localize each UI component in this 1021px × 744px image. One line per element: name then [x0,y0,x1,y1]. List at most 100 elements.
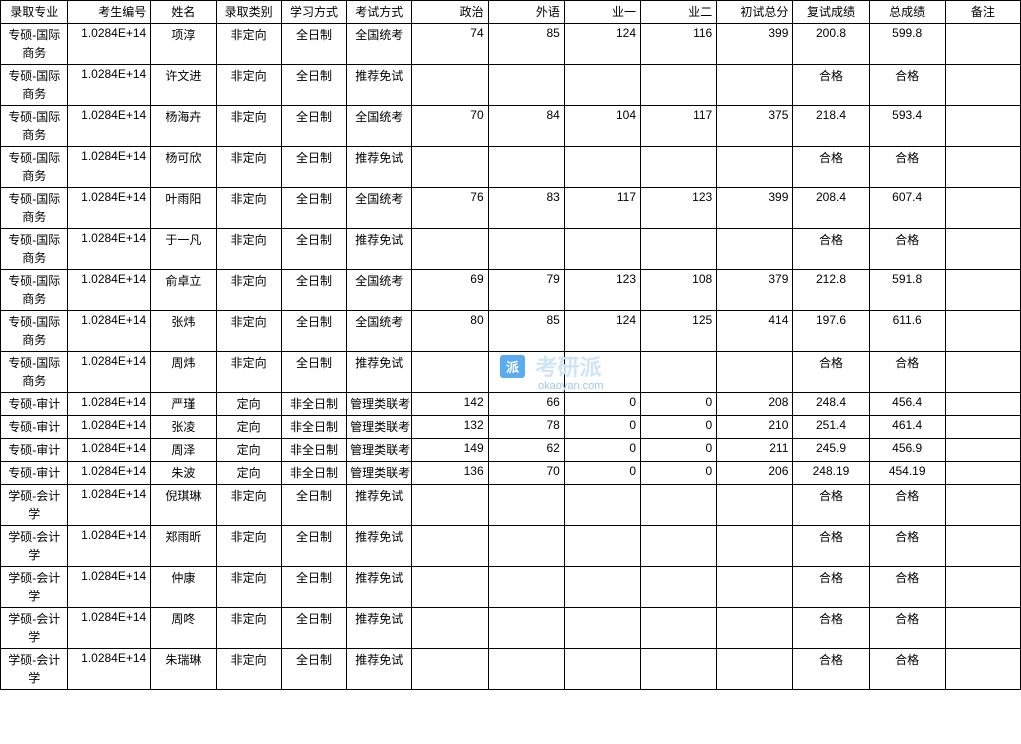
cell-cs [717,608,793,649]
cell-major: 学硕-会计学 [1,485,68,526]
cell-y1 [564,147,640,188]
cell-y2: 116 [641,24,717,65]
cell-wy: 83 [488,188,564,229]
col-header-name: 姓名 [151,1,216,24]
cell-y2 [641,526,717,567]
cell-y1 [564,526,640,567]
cell-bz [945,147,1020,188]
cell-fs: 合格 [793,485,869,526]
cell-y2: 0 [641,416,717,439]
cell-zz: 74 [412,24,488,65]
cell-exam: 管理类联考 [347,393,412,416]
cell-y2 [641,649,717,690]
cell-mode: 全日制 [281,311,346,352]
cell-id: 1.0284E+14 [68,462,151,485]
cell-zz: 76 [412,188,488,229]
cell-zc: 611.6 [869,311,945,352]
cell-name: 张凌 [151,416,216,439]
cell-id: 1.0284E+14 [68,567,151,608]
cell-id: 1.0284E+14 [68,439,151,462]
cell-id: 1.0284E+14 [68,526,151,567]
cell-zc: 合格 [869,567,945,608]
cell-mode: 非全日制 [281,393,346,416]
cell-name: 俞卓立 [151,270,216,311]
cell-cs [717,526,793,567]
cell-type: 非定向 [216,608,281,649]
cell-bz [945,229,1020,270]
cell-wy [488,147,564,188]
cell-exam: 推荐免试 [347,649,412,690]
cell-cs: 206 [717,462,793,485]
cell-exam: 推荐免试 [347,485,412,526]
cell-cs: 211 [717,439,793,462]
cell-wy [488,608,564,649]
cell-zz: 80 [412,311,488,352]
cell-y2 [641,608,717,649]
cell-type: 定向 [216,462,281,485]
cell-name: 周咚 [151,608,216,649]
cell-cs [717,229,793,270]
cell-zz: 149 [412,439,488,462]
table-row: 专硕-国际商务1.0284E+14叶雨阳非定向全日制全国统考7683117123… [1,188,1021,229]
cell-y1: 0 [564,393,640,416]
table-row: 专硕-审计1.0284E+14张凌定向非全日制管理类联考132780021025… [1,416,1021,439]
cell-exam: 管理类联考 [347,439,412,462]
cell-mode: 全日制 [281,526,346,567]
cell-name: 郑雨昕 [151,526,216,567]
table-body: 专硕-国际商务1.0284E+14项淳非定向全日制全国统考74851241163… [1,24,1021,690]
cell-zc: 合格 [869,147,945,188]
cell-type: 定向 [216,416,281,439]
cell-exam: 推荐免试 [347,229,412,270]
cell-major: 学硕-会计学 [1,567,68,608]
cell-mode: 全日制 [281,352,346,393]
cell-name: 于一凡 [151,229,216,270]
cell-bz [945,439,1020,462]
cell-name: 倪琪琳 [151,485,216,526]
cell-zz: 142 [412,393,488,416]
cell-fs: 218.4 [793,106,869,147]
admission-table: 录取专业考生编号姓名录取类别学习方式考试方式政治外语业一业二初试总分复试成绩总成… [0,0,1021,690]
cell-major: 专硕-国际商务 [1,311,68,352]
cell-id: 1.0284E+14 [68,24,151,65]
cell-zz [412,65,488,106]
cell-cs: 379 [717,270,793,311]
cell-bz [945,393,1020,416]
cell-wy [488,526,564,567]
cell-major: 专硕-审计 [1,393,68,416]
cell-fs: 合格 [793,649,869,690]
cell-zc: 合格 [869,526,945,567]
cell-wy: 79 [488,270,564,311]
cell-name: 张炜 [151,311,216,352]
cell-y2 [641,229,717,270]
table-row: 专硕-国际商务1.0284E+14项淳非定向全日制全国统考74851241163… [1,24,1021,65]
cell-type: 定向 [216,393,281,416]
cell-y2: 125 [641,311,717,352]
cell-fs: 245.9 [793,439,869,462]
cell-wy: 62 [488,439,564,462]
cell-type: 非定向 [216,526,281,567]
col-header-zz: 政治 [412,1,488,24]
cell-wy: 70 [488,462,564,485]
cell-type: 非定向 [216,567,281,608]
cell-zc: 456.4 [869,393,945,416]
cell-mode: 全日制 [281,649,346,690]
col-header-y1: 业一 [564,1,640,24]
cell-id: 1.0284E+14 [68,311,151,352]
cell-cs: 399 [717,24,793,65]
cell-y2 [641,352,717,393]
cell-y1: 0 [564,416,640,439]
cell-exam: 全国统考 [347,270,412,311]
cell-zc: 461.4 [869,416,945,439]
cell-major: 专硕-国际商务 [1,147,68,188]
table-row: 学硕-会计学1.0284E+14朱瑞琳非定向全日制推荐免试合格合格 [1,649,1021,690]
cell-fs: 208.4 [793,188,869,229]
cell-zz [412,526,488,567]
table-row: 专硕-国际商务1.0284E+14周炜非定向全日制推荐免试合格合格 [1,352,1021,393]
table-row: 专硕-国际商务1.0284E+14杨海卉非定向全日制全国统考7084104117… [1,106,1021,147]
cell-mode: 全日制 [281,147,346,188]
cell-fs: 合格 [793,229,869,270]
cell-id: 1.0284E+14 [68,229,151,270]
cell-bz [945,352,1020,393]
table-header-row: 录取专业考生编号姓名录取类别学习方式考试方式政治外语业一业二初试总分复试成绩总成… [1,1,1021,24]
cell-mode: 全日制 [281,106,346,147]
